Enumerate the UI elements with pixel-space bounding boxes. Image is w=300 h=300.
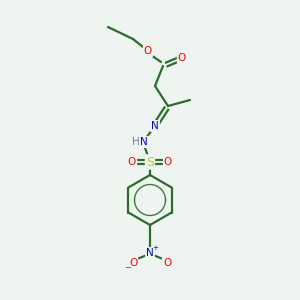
Text: N: N [151,121,159,131]
Text: +: + [152,245,158,251]
Text: O: O [178,53,186,63]
Text: S: S [146,155,154,169]
Text: O: O [164,157,172,167]
Text: O: O [129,258,137,268]
Text: O: O [163,258,171,268]
Text: H: H [132,137,140,147]
Text: O: O [144,46,152,56]
Text: N: N [140,137,148,147]
Text: O: O [128,157,136,167]
Text: −: − [124,263,131,272]
Text: N: N [146,248,154,258]
